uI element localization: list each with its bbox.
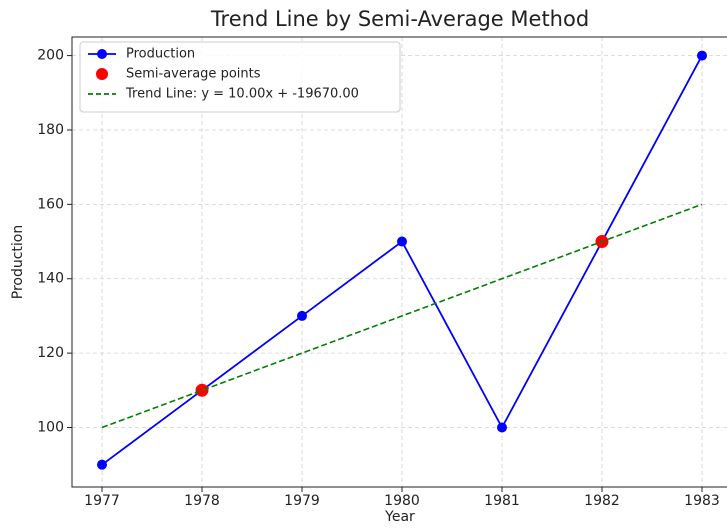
legend-label: Trend Line: y = 10.00x + -19670.00: [125, 87, 359, 102]
x-axis-label: Year: [384, 509, 415, 525]
chart-title: Trend Line by Semi-Average Method: [210, 7, 589, 31]
point: [497, 422, 507, 433]
legend-label: Semi-average points: [126, 67, 261, 82]
plot-frame: [71, 36, 727, 488]
x-tick-label: 1979: [284, 493, 320, 509]
legend-marker: [97, 49, 107, 59]
plot-area: [97, 50, 707, 470]
legend: Production Semi-average points Trend Line:…: [79, 41, 401, 113]
point: [97, 459, 107, 470]
y-tick-label: 200: [37, 48, 64, 64]
x-tick-label: 1982: [584, 493, 620, 509]
point: [397, 236, 407, 247]
point: [195, 383, 209, 397]
x-tick-label: 1983: [684, 493, 720, 509]
x-tick-label: 1980: [384, 493, 420, 509]
point: [297, 310, 307, 321]
series-line: [101, 203, 703, 429]
x-tick-label: 1977: [84, 493, 120, 509]
x-tick-label: 1981: [484, 493, 520, 509]
legend-box: [79, 41, 401, 113]
legend-marker: [96, 68, 108, 80]
y-tick-label: 120: [37, 345, 64, 361]
y-tick-label: 180: [37, 122, 64, 138]
y-axis-label: Production: [10, 225, 26, 299]
x-tick-label: 1978: [184, 493, 220, 509]
legend-label: Production: [126, 47, 195, 62]
y-tick-label: 100: [37, 419, 64, 435]
y-tick-label: 140: [37, 271, 64, 287]
point: [697, 50, 707, 61]
grid: [72, 37, 727, 487]
y-tick-label: 160: [37, 196, 64, 212]
